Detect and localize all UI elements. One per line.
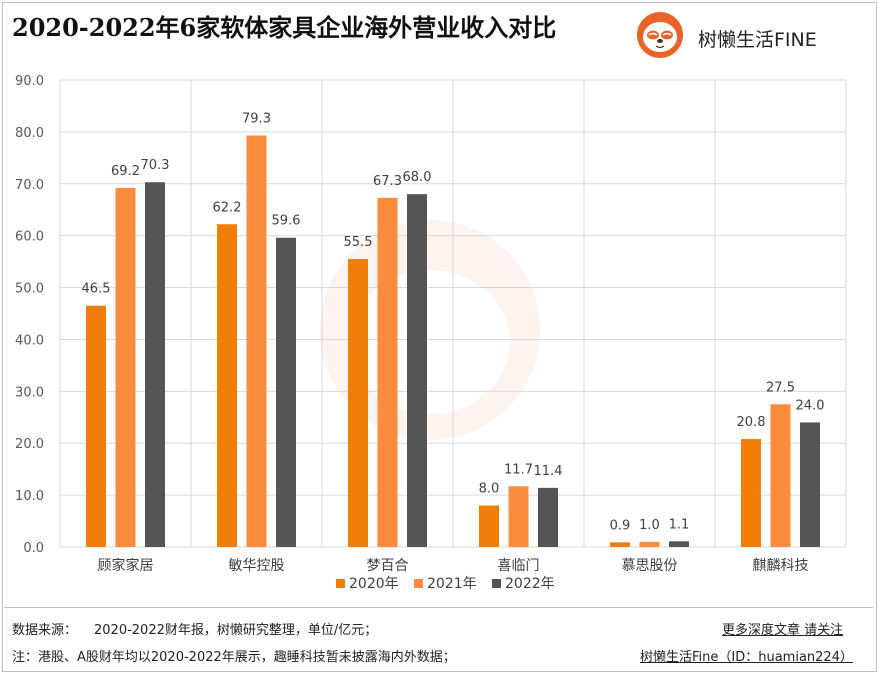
follow-link[interactable]: 更多深度文章 请关注 xyxy=(722,623,844,638)
data-label: 67.3 xyxy=(373,174,402,189)
bar xyxy=(217,224,237,548)
data-labels: 46.5 69.2 70.3 62.2 79.3 59.6 55.5 67.3 68.0 8.0 1… xyxy=(82,112,825,534)
data-label: 0.9 xyxy=(610,518,631,533)
bars xyxy=(86,135,820,548)
bar xyxy=(639,541,660,547)
bar xyxy=(741,439,761,547)
data-label: 24.0 xyxy=(796,398,825,413)
legend-swatch xyxy=(336,579,345,588)
x-tick-label: 敏华控股 xyxy=(229,558,285,574)
data-label: 1.1 xyxy=(669,517,690,532)
bar xyxy=(348,259,368,547)
bar xyxy=(86,305,106,547)
brand-name: 树懒生活FINE xyxy=(698,29,817,51)
x-tick-label: 慕思股份 xyxy=(622,558,678,574)
y-tick-label: 90.0 xyxy=(15,74,44,89)
data-label: 55.5 xyxy=(344,235,373,250)
footnote: 注：港股、A股财年均以2020-2022年展示，趣睡科技暂未披露海内外数据； xyxy=(12,650,456,665)
x-tick-label: 喜临门 xyxy=(498,558,540,574)
bar xyxy=(800,422,820,547)
bar xyxy=(479,505,499,547)
sloth-logo-icon xyxy=(637,12,683,58)
bar xyxy=(610,542,630,547)
source-label: 数据来源： xyxy=(12,623,78,638)
y-tick-label: 60.0 xyxy=(15,230,44,245)
gridlines xyxy=(59,79,847,548)
x-tick-label: 麒麟科技 xyxy=(753,558,809,574)
data-label: 20.8 xyxy=(737,415,766,430)
data-label: 68.0 xyxy=(403,170,432,185)
y-tick-label: 70.0 xyxy=(15,178,44,193)
data-label: 1.0 xyxy=(639,518,660,533)
data-label: 79.3 xyxy=(242,112,271,127)
data-label: 59.6 xyxy=(272,214,301,229)
data-label: 62.2 xyxy=(213,200,242,215)
bar xyxy=(407,194,427,547)
account-link[interactable]: 树懒生活Fine（ID：huamian224） xyxy=(640,650,853,665)
bar xyxy=(246,135,267,547)
chart-title: 2020-2022年6家软体家具企业海外营业收入对比 xyxy=(12,13,557,42)
x-tick-label: 梦百合 xyxy=(367,558,409,574)
data-label: 8.0 xyxy=(479,481,500,496)
bar xyxy=(115,187,136,547)
bar xyxy=(145,182,165,547)
bar xyxy=(669,541,689,547)
y-tick-label: 20.0 xyxy=(15,437,44,452)
legend-label: 2020年 xyxy=(349,576,399,592)
x-tick-label: 顾家家居 xyxy=(98,557,154,574)
bar xyxy=(770,404,791,547)
source-text: 2020-2022财年报，树懒研究整理，单位/亿元； xyxy=(94,623,378,638)
y-tick-label: 10.0 xyxy=(15,489,44,504)
data-label: 69.2 xyxy=(111,164,140,179)
y-tick-label: 30.0 xyxy=(15,385,44,400)
y-axis-ticks: 0.0 10.0 20.0 30.0 40.0 50.0 60.0 70.0 80.0 90.0 xyxy=(15,74,44,556)
bar xyxy=(508,486,529,547)
legend: 2020年 2021年 2022年 xyxy=(336,576,555,592)
footer-divider xyxy=(4,607,873,608)
data-label: 11.7 xyxy=(504,462,533,477)
x-axis-ticks: 顾家家居 敏华控股 梦百合 喜临门 慕思股份 麒麟科技 xyxy=(98,557,809,574)
legend-swatch xyxy=(414,579,423,588)
bar xyxy=(377,197,398,547)
data-label: 46.5 xyxy=(82,282,111,297)
y-tick-label: 40.0 xyxy=(15,333,44,348)
data-label: 11.4 xyxy=(534,464,563,479)
y-tick-label: 80.0 xyxy=(15,126,44,141)
y-tick-label: 50.0 xyxy=(15,282,44,297)
bar xyxy=(538,487,558,547)
data-label: 70.3 xyxy=(141,158,170,173)
data-label: 27.5 xyxy=(766,380,795,395)
brand-logo: 树懒生活FINE xyxy=(632,10,862,60)
legend-swatch xyxy=(492,579,501,588)
legend-label: 2021年 xyxy=(427,576,477,592)
legend-label: 2022年 xyxy=(505,576,555,592)
bar xyxy=(276,237,296,547)
y-tick-label: 0.0 xyxy=(23,541,44,556)
